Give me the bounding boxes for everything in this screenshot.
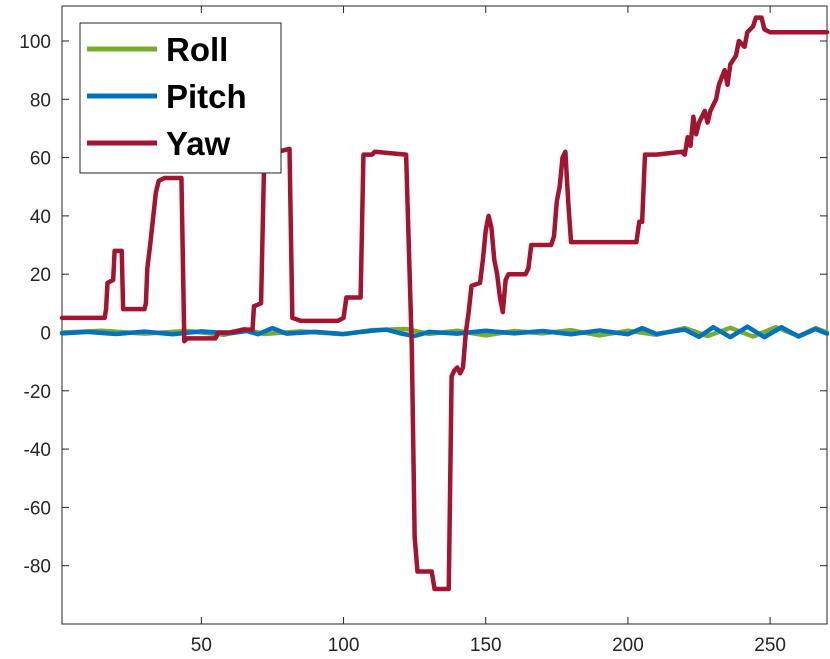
series-layer [59, 15, 830, 592]
x-tick-label: 50 [191, 635, 212, 656]
y-tick-label: 20 [30, 265, 51, 286]
legend-label-roll: Roll [166, 31, 228, 68]
y-tick-label: -20 [24, 382, 51, 403]
tick-labels: 50 100 150 200 250 -80 -60 -40 -20 0 20 40 60 80 100 [19, 32, 786, 656]
legend-label-pitch: Pitch [166, 78, 247, 115]
y-tick-label: 60 [30, 149, 51, 170]
x-tick-label: 200 [612, 635, 644, 656]
y-tick-label: -80 [24, 557, 51, 578]
y-tick-label: -60 [24, 498, 51, 519]
plot-frame [61, 5, 828, 625]
legend: Roll Pitch Yaw [79, 22, 282, 174]
y-tick-label: 80 [30, 90, 51, 111]
x-tick-label: 250 [754, 635, 786, 656]
y-tick-label: 40 [30, 207, 51, 228]
tick-marks [62, 6, 827, 624]
y-tick-label: 0 [40, 323, 51, 344]
series-line-yaw [59, 15, 830, 592]
x-tick-label: 100 [328, 635, 360, 656]
legend-label-yaw: Yaw [166, 125, 231, 162]
y-tick-label: 100 [19, 32, 51, 53]
x-tick-label: 150 [470, 635, 502, 656]
y-tick-label: -40 [24, 440, 51, 461]
axes [61, 5, 828, 625]
